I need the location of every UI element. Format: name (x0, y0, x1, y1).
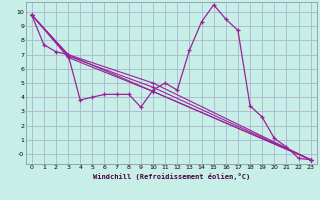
X-axis label: Windchill (Refroidissement éolien,°C): Windchill (Refroidissement éolien,°C) (92, 173, 250, 180)
